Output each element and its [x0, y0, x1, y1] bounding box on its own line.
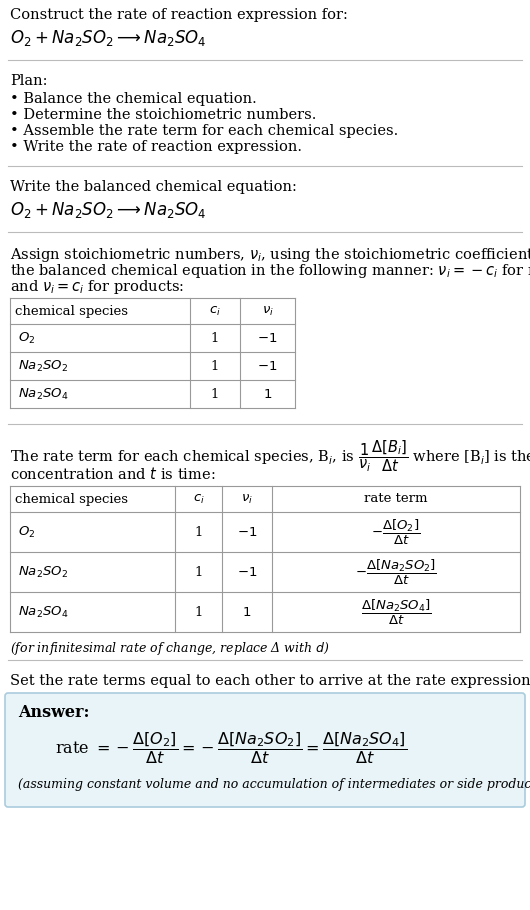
- Text: Plan:: Plan:: [10, 74, 48, 88]
- Text: $c_i$: $c_i$: [209, 305, 221, 318]
- Text: 1: 1: [195, 525, 202, 539]
- Text: $1$: $1$: [263, 388, 272, 400]
- Text: $Na_2SO_4$: $Na_2SO_4$: [18, 387, 68, 401]
- Text: $Na_2SO_2$: $Na_2SO_2$: [18, 359, 68, 373]
- Text: Construct the rate of reaction expression for:: Construct the rate of reaction expressio…: [10, 8, 348, 22]
- Text: rate $= -\dfrac{\Delta[O_2]}{\Delta t} = -\dfrac{\Delta[Na_2SO_2]}{\Delta t} = \: rate $= -\dfrac{\Delta[O_2]}{\Delta t} =…: [55, 730, 407, 766]
- Text: and $\nu_i = c_i$ for products:: and $\nu_i = c_i$ for products:: [10, 278, 184, 296]
- Text: $c_i$: $c_i$: [192, 492, 205, 506]
- Text: • Assemble the rate term for each chemical species.: • Assemble the rate term for each chemic…: [10, 124, 398, 138]
- Text: $Na_2SO_4$: $Na_2SO_4$: [18, 604, 68, 620]
- Text: Set the rate terms equal to each other to arrive at the rate expression:: Set the rate terms equal to each other t…: [10, 674, 530, 688]
- Text: $-1$: $-1$: [237, 525, 257, 539]
- Text: $-1$: $-1$: [237, 565, 257, 579]
- Text: The rate term for each chemical species, B$_i$, is $\dfrac{1}{\nu_i}\dfrac{\Delt: The rate term for each chemical species,…: [10, 438, 530, 473]
- Text: 1: 1: [211, 359, 219, 372]
- Text: $Na_2SO_2$: $Na_2SO_2$: [18, 564, 68, 580]
- Text: • Balance the chemical equation.: • Balance the chemical equation.: [10, 92, 257, 106]
- Text: $O_2 + Na_2SO_2 \longrightarrow Na_2SO_4$: $O_2 + Na_2SO_2 \longrightarrow Na_2SO_4…: [10, 200, 207, 220]
- Text: chemical species: chemical species: [15, 305, 128, 318]
- Text: $\dfrac{\Delta[Na_2SO_4]}{\Delta t}$: $\dfrac{\Delta[Na_2SO_4]}{\Delta t}$: [360, 597, 431, 627]
- Text: • Determine the stoichiometric numbers.: • Determine the stoichiometric numbers.: [10, 108, 316, 122]
- Text: $\nu_i$: $\nu_i$: [261, 305, 273, 318]
- Text: rate term: rate term: [364, 492, 428, 505]
- Text: $O_2 + Na_2SO_2 \longrightarrow Na_2SO_4$: $O_2 + Na_2SO_2 \longrightarrow Na_2SO_4…: [10, 28, 207, 48]
- Text: $-1$: $-1$: [258, 331, 278, 345]
- Text: $O_2$: $O_2$: [18, 330, 36, 346]
- Text: $-1$: $-1$: [258, 359, 278, 372]
- Text: • Write the rate of reaction expression.: • Write the rate of reaction expression.: [10, 140, 302, 154]
- Text: chemical species: chemical species: [15, 492, 128, 505]
- Text: 1: 1: [211, 331, 219, 345]
- Text: $O_2$: $O_2$: [18, 524, 36, 540]
- Text: concentration and $t$ is time:: concentration and $t$ is time:: [10, 466, 216, 482]
- Text: 1: 1: [195, 565, 202, 579]
- Text: 1: 1: [195, 605, 202, 619]
- Text: the balanced chemical equation in the following manner: $\nu_i = -c_i$ for react: the balanced chemical equation in the fo…: [10, 262, 530, 280]
- Text: Answer:: Answer:: [18, 704, 90, 721]
- Text: $\nu_i$: $\nu_i$: [241, 492, 253, 506]
- Text: $-\dfrac{\Delta[O_2]}{\Delta t}$: $-\dfrac{\Delta[O_2]}{\Delta t}$: [372, 518, 421, 547]
- Text: 1: 1: [211, 388, 219, 400]
- Text: $-\dfrac{\Delta[Na_2SO_2]}{\Delta t}$: $-\dfrac{\Delta[Na_2SO_2]}{\Delta t}$: [355, 558, 437, 587]
- FancyBboxPatch shape: [5, 693, 525, 807]
- Text: Write the balanced chemical equation:: Write the balanced chemical equation:: [10, 180, 297, 194]
- Text: (for infinitesimal rate of change, replace Δ with $d$): (for infinitesimal rate of change, repla…: [10, 640, 330, 657]
- Text: (assuming constant volume and no accumulation of intermediates or side products): (assuming constant volume and no accumul…: [18, 778, 530, 791]
- Text: Assign stoichiometric numbers, $\nu_i$, using the stoichiometric coefficients, $: Assign stoichiometric numbers, $\nu_i$, …: [10, 246, 530, 264]
- Text: $1$: $1$: [242, 605, 252, 619]
